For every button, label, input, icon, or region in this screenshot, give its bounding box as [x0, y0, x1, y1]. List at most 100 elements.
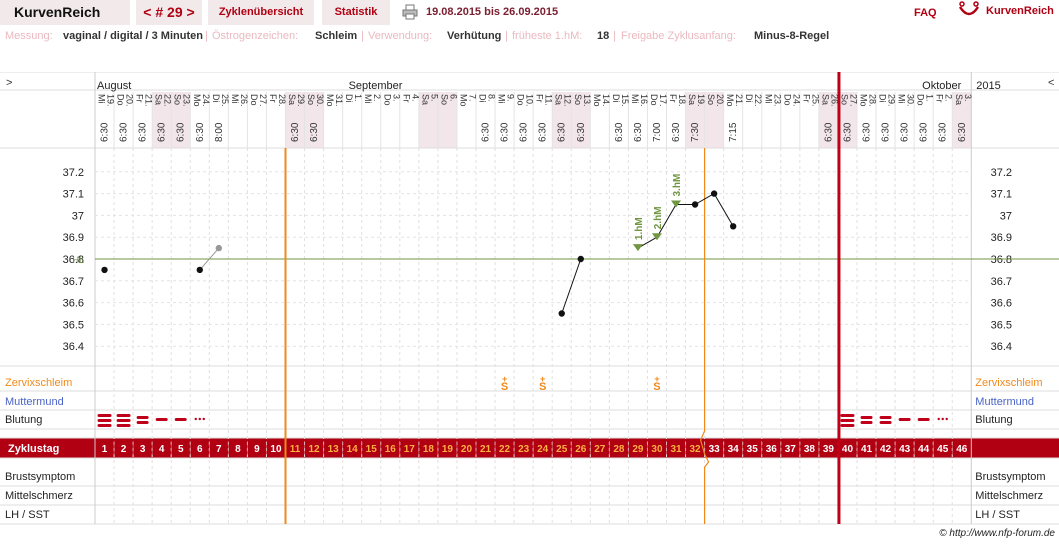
expand-left-button[interactable]: > [6, 77, 12, 89]
day-weekday: Sa [154, 94, 164, 105]
day-date: 12. [563, 94, 573, 107]
temp-segment [656, 204, 677, 238]
weekend-cell [437, 92, 457, 148]
row-label-cervix-position: Muttermund [5, 396, 64, 408]
cervix-mark: + [502, 374, 507, 384]
expand-right-button[interactable]: < [1048, 77, 1054, 89]
cycle-day-number: 14 [347, 444, 359, 455]
temp-tick-label: 36.9 [991, 232, 1012, 244]
day-weekday: Do [916, 94, 926, 106]
release-value: Minus-8-Regel [754, 30, 830, 42]
cycle-day-number: 32 [690, 444, 702, 455]
measure-time: 6:30 [481, 122, 492, 142]
day-date: 20. [125, 94, 135, 107]
row-label-lh: LH / SST [5, 509, 50, 521]
cycle-day-number: 21 [480, 444, 492, 455]
bleeding-mark [898, 418, 911, 421]
day-weekday: So [306, 94, 316, 105]
bleeding-mark [136, 416, 149, 419]
estrogen-value: Schleim [315, 30, 358, 42]
row-label-cycle-day: Zyklustag [8, 443, 59, 455]
cycle-day-number: 16 [385, 444, 397, 455]
day-date: 19. [106, 94, 116, 107]
day-weekday: Mi [363, 94, 373, 104]
cycle-day-number: 26 [575, 444, 587, 455]
measurement-value: vaginal / digital / 3 Minuten [63, 30, 203, 42]
day-date: 29. [296, 94, 306, 107]
row-label-cervix: Zervixschleim [5, 377, 72, 389]
measure-time: 8:00 [214, 122, 225, 142]
cycle-day-number: 3 [140, 444, 146, 455]
tab-cycle-overview[interactable]: Zyklenübersicht [208, 0, 314, 25]
day-weekday: Di [478, 94, 488, 103]
cycle-day-number: 34 [728, 444, 740, 455]
cervix-mark: S [653, 381, 660, 393]
cervix-mark: + [540, 374, 545, 384]
measure-time: 6:30 [100, 122, 111, 142]
logo-icon [958, 1, 980, 16]
cycle-day-number: 17 [404, 444, 416, 455]
cycle-day-number: 22 [499, 444, 511, 455]
bleeding-mark [840, 419, 855, 422]
temp-point [691, 201, 699, 208]
measure-time: 6:30 [614, 122, 625, 142]
measure-time: 6:30 [957, 122, 968, 142]
cycle-navigator[interactable]: < # 29 > [136, 0, 202, 25]
month-label: September [349, 80, 403, 92]
day-date: 17. [658, 94, 668, 107]
day-weekday: Do [249, 94, 259, 106]
day-date: 30. [906, 94, 916, 107]
cycle-day-number: 19 [442, 444, 454, 455]
temp-tick-label: 36.5 [991, 319, 1012, 331]
bleeding-mark [917, 418, 930, 421]
temp-segment [713, 193, 734, 227]
bleeding-mark [860, 416, 873, 419]
row-label-bleeding: Blutung [5, 414, 42, 426]
day-weekday: Di [344, 94, 354, 103]
temp-tick-label: 36.4 [991, 341, 1012, 353]
higher-measurement-label: 3.hM [672, 174, 683, 197]
printer-icon[interactable] [402, 4, 418, 20]
cycle-day-number: 41 [861, 444, 873, 455]
weekend-cell [571, 92, 591, 148]
higher-measurement-marker [651, 233, 662, 241]
cycle-day-number: 36 [766, 444, 778, 455]
bleeding-mark [155, 418, 168, 421]
weekend-cell [952, 92, 972, 148]
bleeding-mark [194, 417, 197, 421]
temp-tick-label: 36.8 [63, 254, 84, 266]
row-label-bleeding: Blutung [975, 414, 1012, 426]
day-weekday: Fr [801, 94, 811, 103]
day-date: 2. [944, 94, 954, 102]
temp-point [710, 190, 718, 197]
temp-point [215, 244, 223, 252]
top-bar: KurvenReich < # 29 > Zyklenübersicht Sta… [0, 0, 1059, 25]
day-date: 5. [429, 94, 439, 102]
day-weekday: Do [649, 94, 659, 106]
measure-time: 6:30 [842, 122, 853, 142]
day-date: 26. [239, 94, 249, 107]
measure-time: 6:30 [557, 122, 568, 142]
copyright-notice: © http://www.nfp-forum.de [939, 528, 1055, 539]
day-date: 18. [677, 94, 687, 107]
temp-tick-label: 36.7 [63, 276, 84, 288]
cycle-day-number: 24 [537, 444, 549, 455]
bleeding-mark [840, 414, 855, 417]
day-weekday: So [439, 94, 449, 105]
cycle-day-number: 2 [121, 444, 127, 455]
separator: | [505, 30, 508, 42]
measure-time: 6:30 [290, 122, 301, 142]
cycle-day-number: 33 [709, 444, 721, 455]
tab-statistics[interactable]: Statistik [322, 0, 390, 25]
day-weekday: Di [744, 94, 754, 103]
day-weekday: Sa [820, 94, 830, 105]
day-date: 26. [829, 94, 839, 107]
measure-time: 6:30 [138, 122, 149, 142]
cervix-mark: + [654, 374, 659, 384]
day-weekday: Mo [325, 94, 335, 107]
day-weekday: Fr [935, 94, 945, 103]
cycle-day-number: 44 [918, 444, 930, 455]
measure-time: 6:30 [195, 122, 206, 142]
measure-time: 7:15 [728, 122, 739, 142]
faq-link[interactable]: FAQ [914, 7, 937, 19]
